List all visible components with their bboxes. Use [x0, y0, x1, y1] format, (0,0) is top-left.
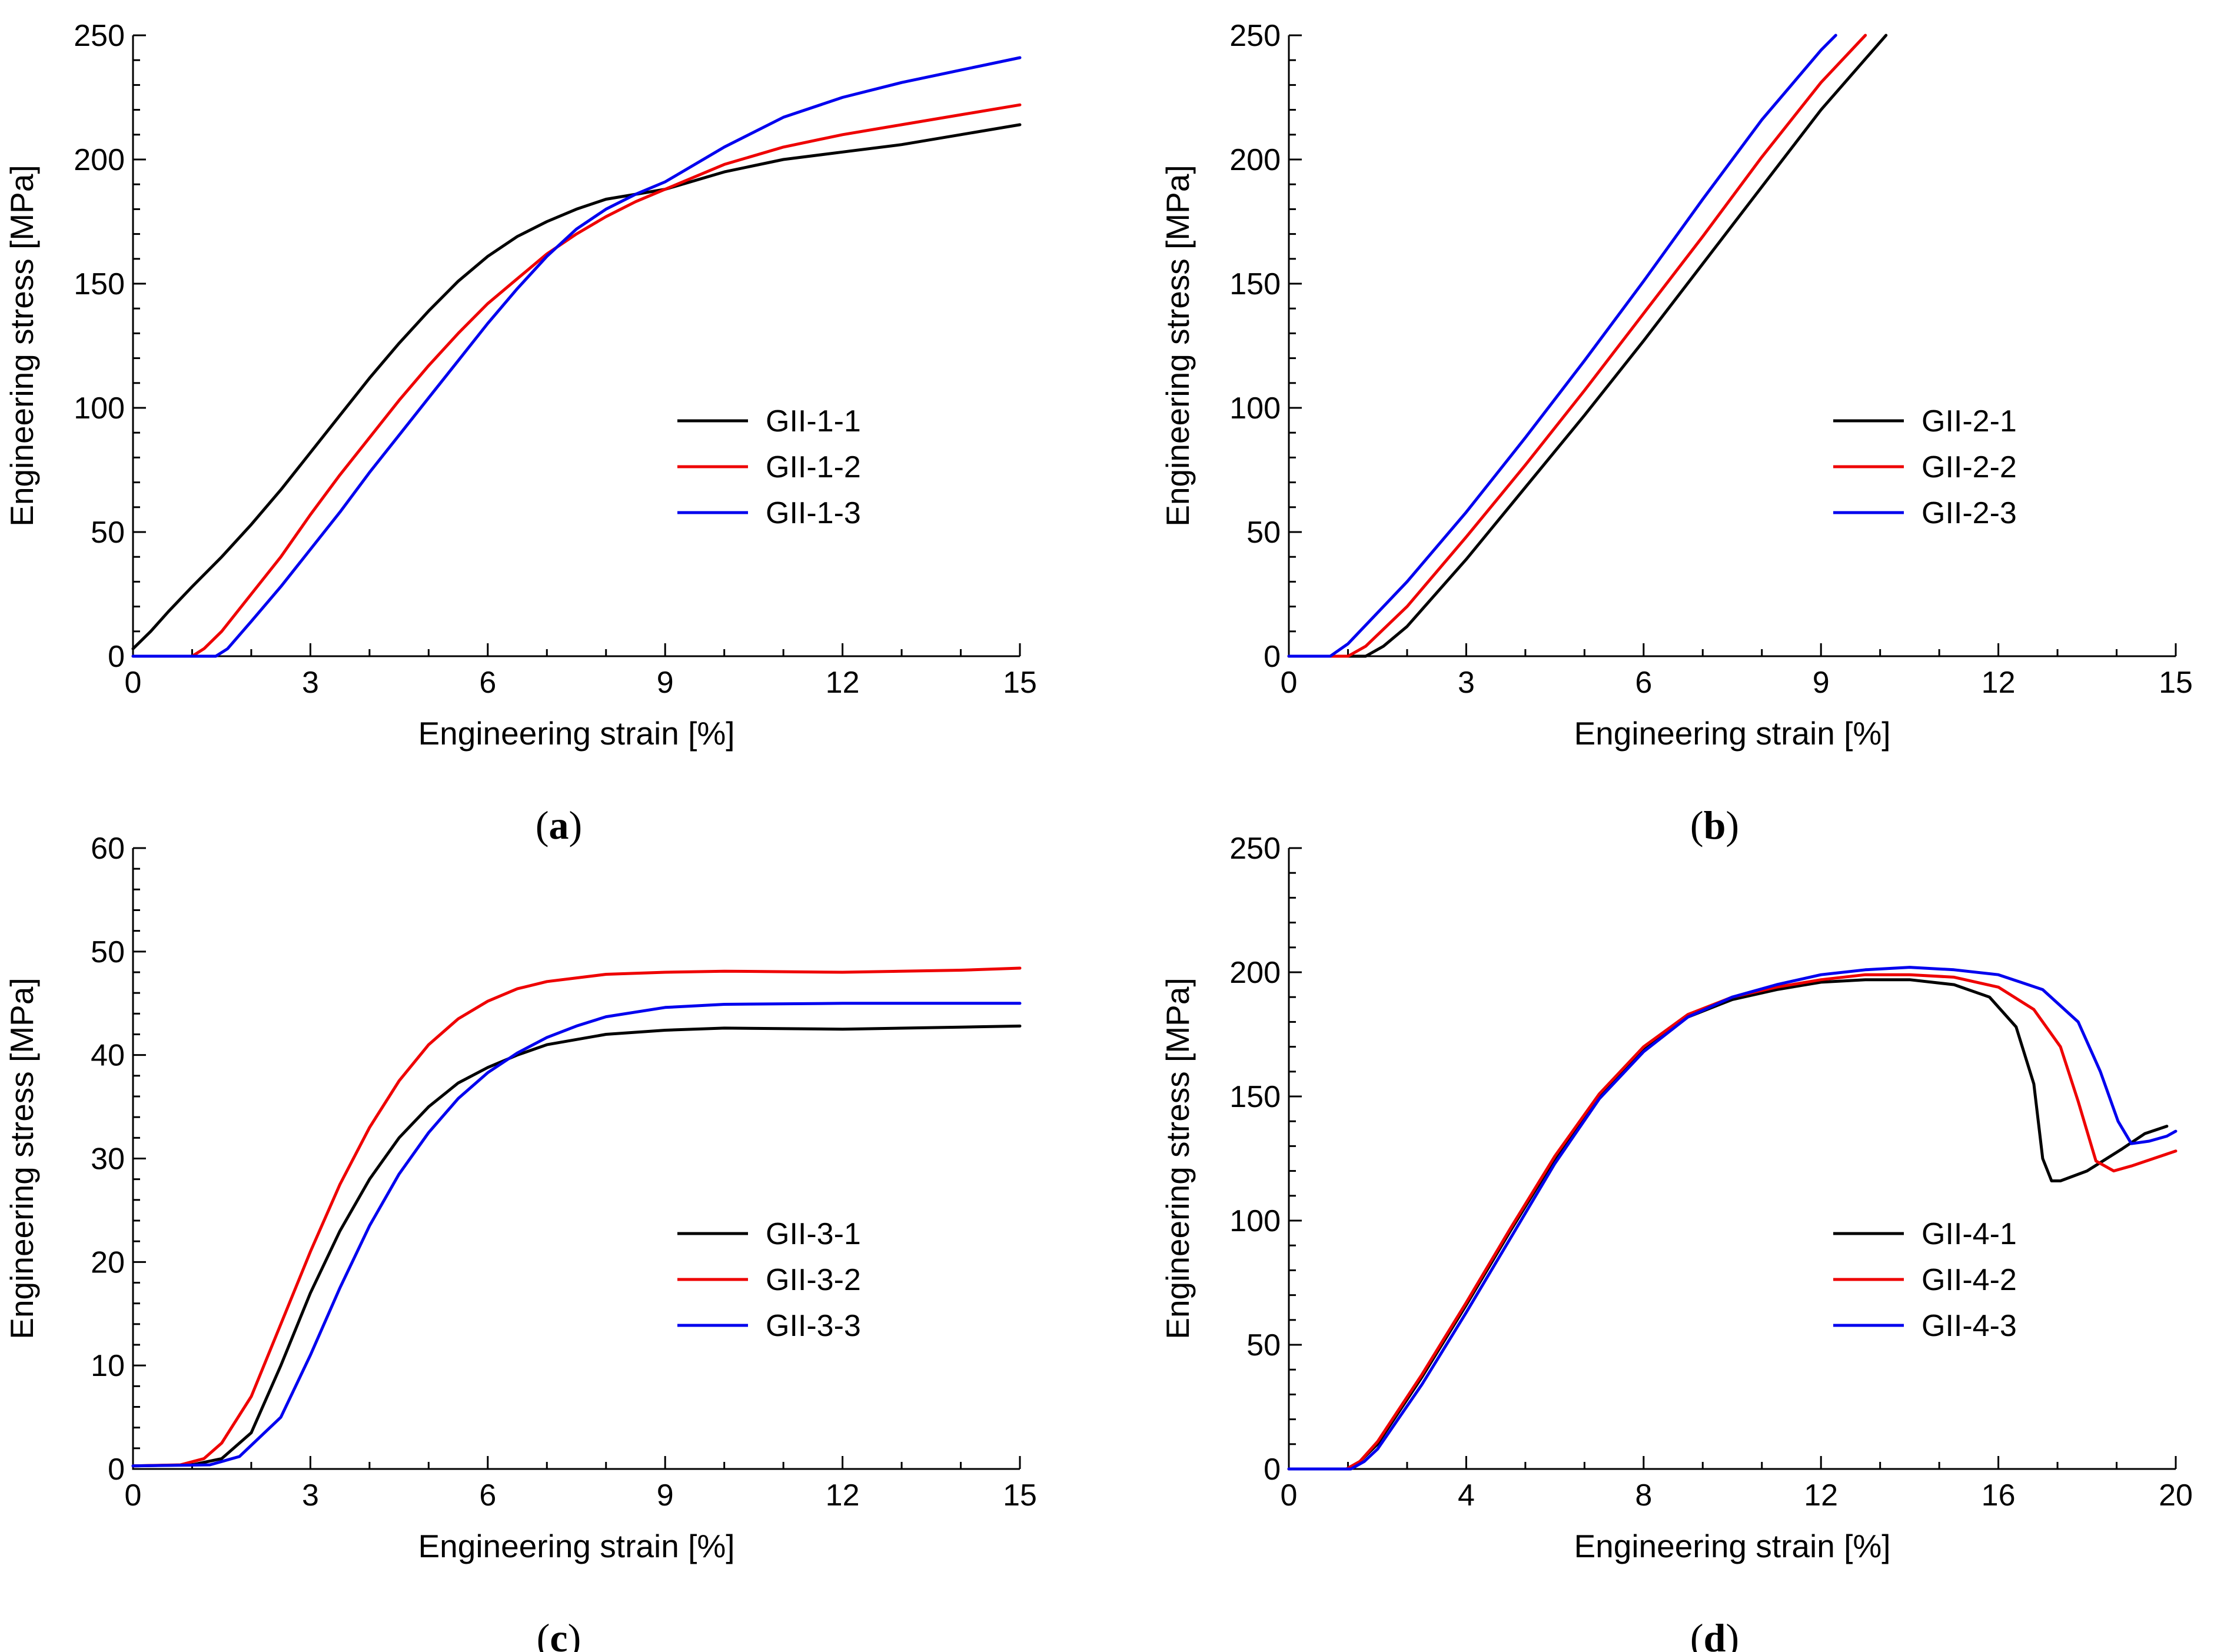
x-tick-label: 3	[302, 1478, 319, 1513]
y-tick-label: 50	[91, 516, 125, 550]
y-tick-label: 0	[108, 640, 125, 674]
series-line-GII-2-3	[1287, 34, 1837, 658]
panel-c: 0 3 6 9 12 15 0 10 20 30 40 50 60 Engineering strain …	[4, 832, 1037, 1652]
legend-label: GII-2-1	[1922, 404, 2017, 438]
x-tick-label: 0	[125, 666, 142, 700]
series-line-GII-3-3	[131, 1002, 1022, 1468]
panel-caption: (a)	[536, 803, 582, 847]
panel-caption: (c)	[537, 1616, 581, 1652]
x-tick-label: 6	[479, 1478, 496, 1513]
x-tick-label: 12	[826, 1478, 860, 1513]
series-line-GII-4-3	[1287, 966, 2178, 1471]
x-tick-label: 12	[1804, 1478, 1838, 1513]
x-axis-label: Engineering strain [%]	[418, 1528, 734, 1564]
x-tick-label: 12	[826, 666, 860, 700]
legend-label: GII-4-2	[1922, 1263, 2017, 1297]
x-tick-label: 16	[1982, 1478, 2016, 1513]
x-tick-label: 20	[2159, 1478, 2193, 1513]
x-axis-label: Engineering strain [%]	[418, 715, 734, 752]
legend-label: GII-1-2	[766, 450, 861, 484]
y-tick-label: 50	[1246, 1328, 1281, 1362]
legend-label: GII-3-2	[766, 1263, 861, 1297]
y-tick-label: 0	[1264, 640, 1281, 674]
x-tick-label: 15	[1003, 666, 1037, 700]
y-tick-label: 0	[1264, 1452, 1281, 1487]
x-tick-label: 0	[1281, 1478, 1298, 1513]
series-line-GII-1-3	[131, 56, 1022, 658]
y-tick-label: 100	[74, 391, 125, 426]
x-axis-label: Engineering strain [%]	[1574, 1528, 1890, 1564]
x-tick-label: 8	[1635, 1478, 1652, 1513]
legend-label: GII-4-1	[1922, 1217, 2017, 1251]
x-tick-label: 9	[1813, 666, 1830, 700]
y-tick-label: 100	[1229, 1204, 1281, 1238]
y-tick-label: 150	[74, 267, 125, 301]
y-axis-label: Engineering stress [MPa]	[4, 165, 40, 526]
x-axis-label: Engineering strain [%]	[1574, 715, 1890, 752]
x-tick-label: 15	[1003, 1478, 1037, 1513]
x-tick-label: 6	[1635, 666, 1652, 700]
y-tick-label: 0	[108, 1452, 125, 1487]
legend-label: GII-2-3	[1922, 496, 2017, 530]
y-tick-label: 150	[1229, 267, 1281, 301]
series-line-GII-2-1	[1287, 34, 1888, 658]
y-tick-label: 200	[1229, 143, 1281, 177]
y-tick-label: 200	[74, 143, 125, 177]
x-tick-label: 3	[302, 666, 319, 700]
series-line-GII-1-2	[131, 103, 1022, 658]
series-line-GII-3-1	[131, 1024, 1022, 1468]
x-tick-label: 3	[1458, 666, 1475, 700]
legend-label: GII-3-1	[766, 1217, 861, 1251]
series-line-GII-4-1	[1287, 978, 2169, 1471]
y-tick-label: 60	[91, 832, 125, 866]
x-tick-label: 4	[1458, 1478, 1475, 1513]
series-line-GII-3-2	[131, 966, 1022, 1468]
axes-frame	[132, 848, 1020, 1470]
y-tick-label: 40	[91, 1039, 125, 1073]
x-tick-label: 6	[479, 666, 496, 700]
y-tick-label: 50	[1246, 516, 1281, 550]
x-tick-label: 9	[657, 1478, 674, 1513]
y-tick-label: 20	[91, 1245, 125, 1279]
panel-caption: (b)	[1690, 803, 1739, 847]
y-tick-label: 50	[91, 935, 125, 969]
y-tick-label: 100	[1229, 391, 1281, 426]
series-line-GII-1-1	[131, 123, 1022, 650]
series-line-GII-4-2	[1287, 973, 2178, 1471]
series-line-GII-2-2	[1287, 34, 1867, 658]
x-tick-label: 9	[657, 666, 674, 700]
x-tick-label: 0	[1281, 666, 1298, 700]
y-tick-label: 30	[91, 1142, 125, 1176]
x-tick-label: 0	[125, 1478, 142, 1513]
y-tick-label: 250	[1229, 832, 1281, 866]
y-tick-label: 250	[1229, 19, 1281, 53]
legend-label: GII-3-3	[766, 1309, 861, 1343]
legend-label: GII-1-1	[766, 404, 861, 438]
legend-label: GII-4-3	[1922, 1309, 2017, 1343]
y-tick-label: 10	[91, 1349, 125, 1383]
panel-caption: (d)	[1690, 1616, 1739, 1652]
y-axis-label: Engineering stress [MPa]	[1159, 978, 1196, 1339]
legend-label: GII-2-2	[1922, 450, 2017, 484]
x-tick-label: 12	[1982, 666, 2016, 700]
y-tick-label: 200	[1229, 956, 1281, 990]
y-axis-label: Engineering stress [MPa]	[4, 978, 40, 1339]
y-axis-label: Engineering stress [MPa]	[1159, 165, 1196, 526]
legend-label: GII-1-3	[766, 496, 861, 530]
x-tick-label: 15	[2159, 666, 2193, 700]
y-tick-label: 250	[74, 19, 125, 53]
y-tick-label: 150	[1229, 1080, 1281, 1114]
